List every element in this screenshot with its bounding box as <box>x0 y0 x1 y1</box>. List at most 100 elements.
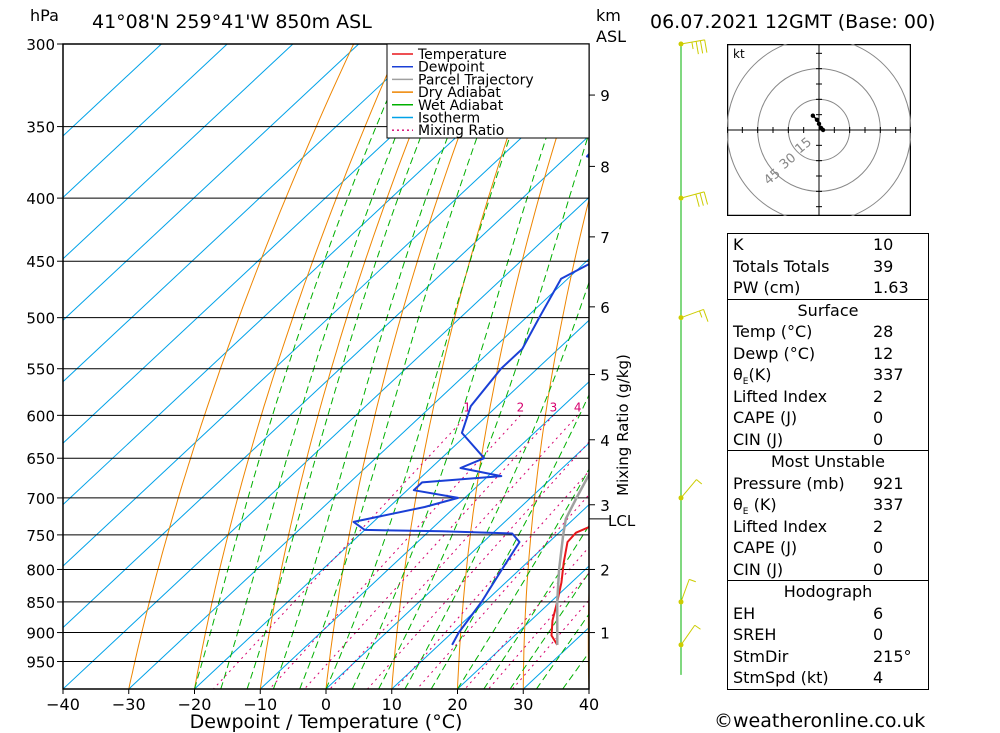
isotherm-line <box>259 381 589 689</box>
wind-barb-flag <box>694 624 701 630</box>
pressure-tick-label: 450 <box>26 253 55 271</box>
indices-value: 39 <box>873 256 894 276</box>
mu-li-label: Lifted Index <box>733 516 828 536</box>
dry-adiabat-line <box>940 44 984 689</box>
hodograph-point <box>814 117 820 122</box>
dry-adiabat-line <box>128 44 355 689</box>
temp-tick-label: 10 <box>382 695 402 714</box>
pressure-tick-label: 300 <box>26 36 55 54</box>
wind-barb-flag <box>699 40 704 54</box>
wet-adiabat-line <box>509 571 589 689</box>
surface-cin-label: CIN (J) <box>733 429 784 449</box>
mixing-ratio-label: 3 <box>550 400 558 414</box>
legend-label: Dry Adiabat <box>418 85 501 101</box>
legend-label: Mixing Ratio <box>418 123 504 139</box>
x-axis-title: Dewpoint / Temperature (°C) <box>190 711 463 733</box>
mu-cin-label: CIN (J) <box>733 559 784 579</box>
legend-label: Dewpoint <box>418 60 485 76</box>
isotherm-line <box>63 44 425 383</box>
stmdir-label: StmDir <box>733 646 789 666</box>
km-tick-label: 5 <box>600 367 610 385</box>
isotherm-line <box>63 44 360 322</box>
wet-adiabat-line <box>457 468 589 689</box>
dry-adiabat-line <box>651 44 726 689</box>
legend-label: Temperature <box>417 47 507 63</box>
pressure-tick-label: 750 <box>26 527 55 545</box>
km-axis-label: km <box>596 6 621 25</box>
indices-row: PW (cm) 1.63 <box>728 277 928 299</box>
wind-barb-flag <box>703 191 709 205</box>
wind-barb <box>680 624 696 646</box>
legend-label: Wet Adiabat <box>418 98 504 114</box>
km-tick-label: 8 <box>600 158 610 176</box>
km-tick-label: 2 <box>600 561 610 579</box>
lcl-label: LCL <box>608 512 636 530</box>
surface-theta-value: 337 <box>873 365 904 384</box>
eh-value: 6 <box>873 603 884 623</box>
indices-value: 1.63 <box>873 278 909 297</box>
wind-barb-flag <box>699 310 703 318</box>
surface-cin-value: 0 <box>873 429 884 449</box>
surface-temp-value: 28 <box>873 322 894 341</box>
wind-barb-flag <box>695 194 700 207</box>
series-parcel-trajectory <box>555 472 589 645</box>
isotherm-line <box>63 44 228 199</box>
hodograph-unit-label: kt <box>733 47 745 61</box>
isotherm-line <box>128 258 589 689</box>
temp-tick-label: −40 <box>46 695 80 714</box>
mu-theta-value: 337 <box>873 495 904 514</box>
indices-row: K 10 <box>728 234 928 256</box>
mu-pressure-value: 921 <box>873 473 904 493</box>
mixing-ratio-label: 1 <box>463 400 471 414</box>
hpa-axis-label: hPa <box>30 6 59 25</box>
mu-cin-value: 0 <box>873 559 884 579</box>
km-tick-label: 1 <box>600 625 610 643</box>
temp-tick-label: 30 <box>513 695 533 714</box>
wind-barb-flag <box>699 192 704 206</box>
surface-title: Surface <box>797 300 859 320</box>
most-unstable-section: Most Unstable Pressure (mb) 921 θE (K) 337… <box>728 450 928 580</box>
legend-label: Isotherm <box>418 111 480 127</box>
wind-barb-dot <box>678 195 684 201</box>
indices-panel: K 10 Totals Totals 39 PW (cm) 1.63 Surface Te… <box>727 233 929 690</box>
surface-dewp-label: Dewp (°C) <box>733 343 816 363</box>
wind-barb-flag <box>691 41 694 50</box>
isotherm-line <box>63 196 589 689</box>
pressure-tick-label: 350 <box>26 119 55 137</box>
km-tick-label: 9 <box>600 87 610 105</box>
wet-adiabat-line <box>535 613 589 689</box>
mu-cape-value: 0 <box>873 538 884 557</box>
indices-label: PW (cm) <box>733 278 801 297</box>
isotherm-line <box>325 442 589 689</box>
hodograph-point <box>816 121 822 127</box>
temp-tick-label: −20 <box>178 695 212 714</box>
pressure-tick-label: 500 <box>26 310 55 328</box>
wind-barb-flag <box>689 578 696 583</box>
mixing-ratio-label: 4 <box>574 400 582 414</box>
surface-cape-value: 0 <box>873 408 884 427</box>
series-temperature <box>550 525 589 646</box>
location-title: 41°08'N 259°41'W 850m ASL <box>92 11 372 33</box>
hodograph-point <box>820 127 826 133</box>
wind-barb-dot <box>678 495 684 501</box>
temp-tick-label: 40 <box>579 695 599 714</box>
credit-link[interactable]: ©weatheronline.co.uk <box>714 710 926 732</box>
mixing-ratio-label: 16 <box>697 400 712 414</box>
pressure-tick-label: 400 <box>26 190 55 208</box>
wind-barb-flag <box>696 479 703 485</box>
surface-section: Surface Temp (°C) 28 Dewp (°C) 12 θE(K) 337… <box>728 298 928 451</box>
surface-li-label: Lifted Index <box>733 386 828 406</box>
hodograph-stats-title: Hodograph <box>783 582 873 601</box>
pressure-tick-label: 550 <box>26 361 55 379</box>
wind-barb <box>680 39 705 45</box>
km-tick-label: 4 <box>600 432 610 450</box>
wet-adiabat-line <box>220 44 435 689</box>
surface-li-value: 2 <box>873 386 884 406</box>
datetime-title: 06.07.2021 12GMT (Base: 00) <box>650 11 936 33</box>
wet-adiabat-line <box>351 44 579 689</box>
mixing-ratio-line <box>304 414 554 689</box>
isotherm-line <box>391 504 589 689</box>
mixing-ratio-line <box>367 441 589 689</box>
most-unstable-title: Most Unstable <box>771 452 885 471</box>
temp-tick-label: 0 <box>321 695 331 714</box>
